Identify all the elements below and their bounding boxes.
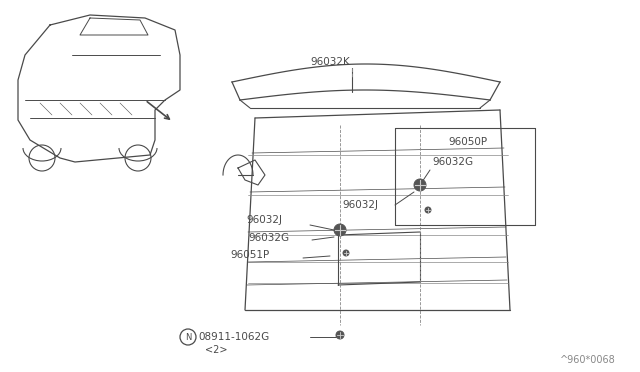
Text: 96051P: 96051P xyxy=(230,250,269,260)
Text: 96032G: 96032G xyxy=(432,157,473,167)
Text: 96050P: 96050P xyxy=(448,137,487,147)
Text: ^960*0068: ^960*0068 xyxy=(560,355,616,365)
Circle shape xyxy=(414,179,426,191)
Text: 08911-1062G: 08911-1062G xyxy=(198,332,269,342)
Text: <2>: <2> xyxy=(205,345,227,355)
Text: 96032J: 96032J xyxy=(342,200,378,210)
Text: 96032K: 96032K xyxy=(310,57,349,67)
Circle shape xyxy=(336,331,344,339)
Text: N: N xyxy=(185,333,191,341)
Circle shape xyxy=(425,207,431,213)
Text: 96032J: 96032J xyxy=(246,215,282,225)
Text: 96032G: 96032G xyxy=(248,233,289,243)
Circle shape xyxy=(343,250,349,256)
Circle shape xyxy=(334,224,346,236)
